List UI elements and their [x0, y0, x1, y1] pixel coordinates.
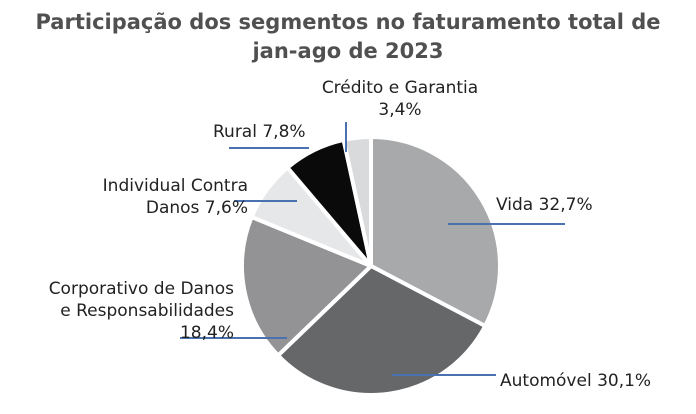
pie-slice-automovel [276, 264, 488, 397]
slice-label-automovel: Automóvel 30,1% [500, 371, 652, 391]
pie-slice-vida [369, 135, 502, 328]
slice-label-corporativo: Corporativo de Danos e Responsabilidades… [48, 279, 234, 343]
slice-label-rural: Rural 7,8% [213, 122, 306, 142]
slice-label-individual: Individual Contra Danos 7,6% [102, 176, 248, 218]
chart-title-line-1: Participação dos segmentos no faturament… [35, 10, 661, 34]
pie-slice-credito [341, 135, 373, 268]
chart-title: Participação dos segmentos no faturament… [0, 8, 696, 66]
pie-slice-corporativo [240, 215, 373, 358]
slice-label-vida: Vida 32,7% [496, 195, 593, 215]
chart-title-line-2: jan-ago de 2023 [252, 39, 444, 63]
slice-label-credito: Crédito e Garantia 3,4% [321, 78, 479, 120]
